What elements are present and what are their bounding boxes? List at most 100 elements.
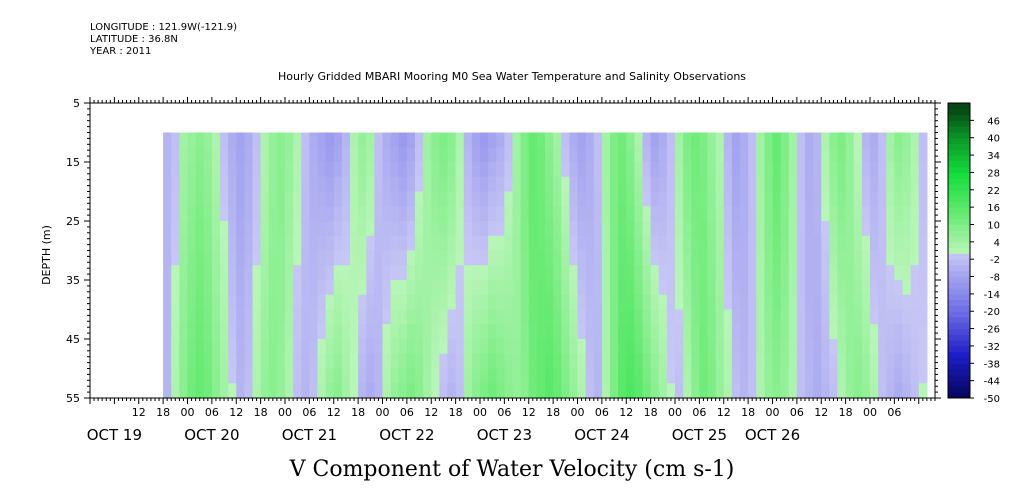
year-label: YEAR : 2011: [90, 46, 152, 57]
heatmap-cell: [358, 176, 367, 193]
heatmap-cell: [268, 147, 278, 163]
heatmap-cell: [423, 191, 432, 207]
heatmap-cell: [471, 309, 481, 325]
heatmap-cell: [317, 250, 327, 266]
heatmap-cell: [723, 383, 733, 399]
heatmap-cell: [691, 132, 700, 148]
heatmap-cell: [845, 324, 855, 340]
heatmap-cell: [252, 132, 262, 148]
heatmap-cell: [683, 132, 692, 148]
heatmap-cell: [601, 250, 611, 266]
heatmap-cell: [626, 294, 635, 311]
heatmap-cell: [163, 324, 172, 340]
heatmap-cell: [276, 324, 286, 340]
heatmap-cell: [691, 324, 700, 340]
heatmap-cell: [569, 191, 579, 207]
colorbar-swatch: [948, 201, 970, 208]
heatmap-cell: [463, 339, 473, 355]
heatmap-cell: [220, 176, 229, 193]
heatmap-cell: [325, 221, 335, 237]
colorbar-swatch: [948, 120, 970, 127]
heatmap-cell: [439, 339, 449, 355]
heatmap-cell: [358, 324, 367, 340]
heatmap-cell: [195, 309, 205, 325]
x-day-label: OCT 23: [477, 426, 532, 444]
heatmap-cell: [618, 147, 627, 163]
heatmap-cell: [488, 250, 497, 266]
heatmap-cell: [252, 162, 262, 178]
heatmap-cell: [317, 280, 327, 296]
heatmap-cell: [780, 309, 790, 325]
heatmap-cell: [390, 294, 400, 311]
heatmap-cell: [236, 353, 245, 370]
heatmap-cell: [837, 250, 847, 266]
heatmap-cell: [788, 206, 798, 222]
heatmap-cell: [748, 132, 757, 148]
heatmap-cell: [618, 368, 627, 384]
heatmap-cell: [561, 147, 570, 163]
heatmap-cell: [715, 309, 725, 325]
heatmap-cell: [715, 132, 725, 148]
heatmap-cell: [512, 206, 522, 222]
heatmap-cell: [577, 206, 587, 222]
x-hour-tick-label: 12: [522, 406, 536, 419]
heatmap-cell: [203, 309, 213, 325]
heatmap-cell: [252, 324, 262, 340]
heatmap-cell: [821, 265, 830, 281]
heatmap-cell: [252, 353, 262, 370]
heatmap-cell: [496, 176, 505, 193]
heatmap-cell: [691, 235, 700, 252]
heatmap-cell: [740, 250, 749, 266]
heatmap-cell: [545, 353, 554, 370]
heatmap-cell: [805, 280, 814, 296]
heatmap-cell: [756, 383, 765, 399]
heatmap-cell: [780, 250, 790, 266]
heatmap-cell: [740, 324, 749, 340]
heatmap-cell: [796, 383, 806, 399]
heatmap-cell: [480, 324, 489, 340]
heatmap-cell: [545, 206, 554, 222]
colorbar-tick-label: 46: [987, 116, 1000, 127]
x-hour-tick-label: 12: [229, 406, 243, 419]
heatmap-cell: [195, 176, 205, 193]
heatmap-cell: [480, 250, 489, 266]
colorbar-tick-label: -50: [984, 394, 1000, 405]
heatmap-cell: [593, 191, 603, 207]
x-hour-tick-label: 18: [449, 406, 463, 419]
heatmap-cell: [886, 309, 895, 325]
heatmap-cell: [918, 368, 928, 384]
heatmap-cell: [415, 191, 424, 207]
heatmap-cell: [228, 191, 237, 207]
x-hour-tick-label: 18: [741, 406, 755, 419]
heatmap-cell: [585, 235, 595, 252]
heatmap-cell: [374, 162, 384, 178]
x-hour-tick-label: 06: [595, 406, 609, 419]
heatmap-cell: [496, 294, 505, 311]
heatmap-cell: [220, 191, 229, 207]
heatmap-cell: [309, 265, 319, 281]
heatmap-cell: [488, 339, 497, 355]
heatmap-cell: [577, 191, 587, 207]
heatmap-cell: [837, 235, 847, 252]
heatmap-cell: [813, 191, 822, 207]
colorbar-tick-label: 40: [987, 134, 1000, 145]
heatmap-cell: [610, 353, 619, 370]
heatmap-cell: [398, 265, 408, 281]
colorbar-tick-label: 34: [987, 151, 1000, 162]
heatmap-cell: [691, 368, 700, 384]
x-hour-tick-label: 12: [327, 406, 341, 419]
heatmap-cell: [886, 162, 895, 178]
heatmap-cell: [325, 383, 335, 399]
heatmap-cell: [260, 368, 270, 384]
heatmap-cell: [350, 324, 359, 340]
heatmap-cell: [618, 176, 627, 193]
heatmap-cell: [658, 147, 668, 163]
heatmap-cell: [171, 339, 180, 355]
heatmap-cell: [252, 191, 262, 207]
heatmap-cell: [203, 221, 213, 237]
heatmap-cell: [195, 339, 205, 355]
heatmap-cell: [423, 235, 432, 252]
heatmap-cell: [861, 309, 871, 325]
heatmap-cell: [236, 265, 245, 281]
heatmap-cell: [805, 147, 814, 163]
